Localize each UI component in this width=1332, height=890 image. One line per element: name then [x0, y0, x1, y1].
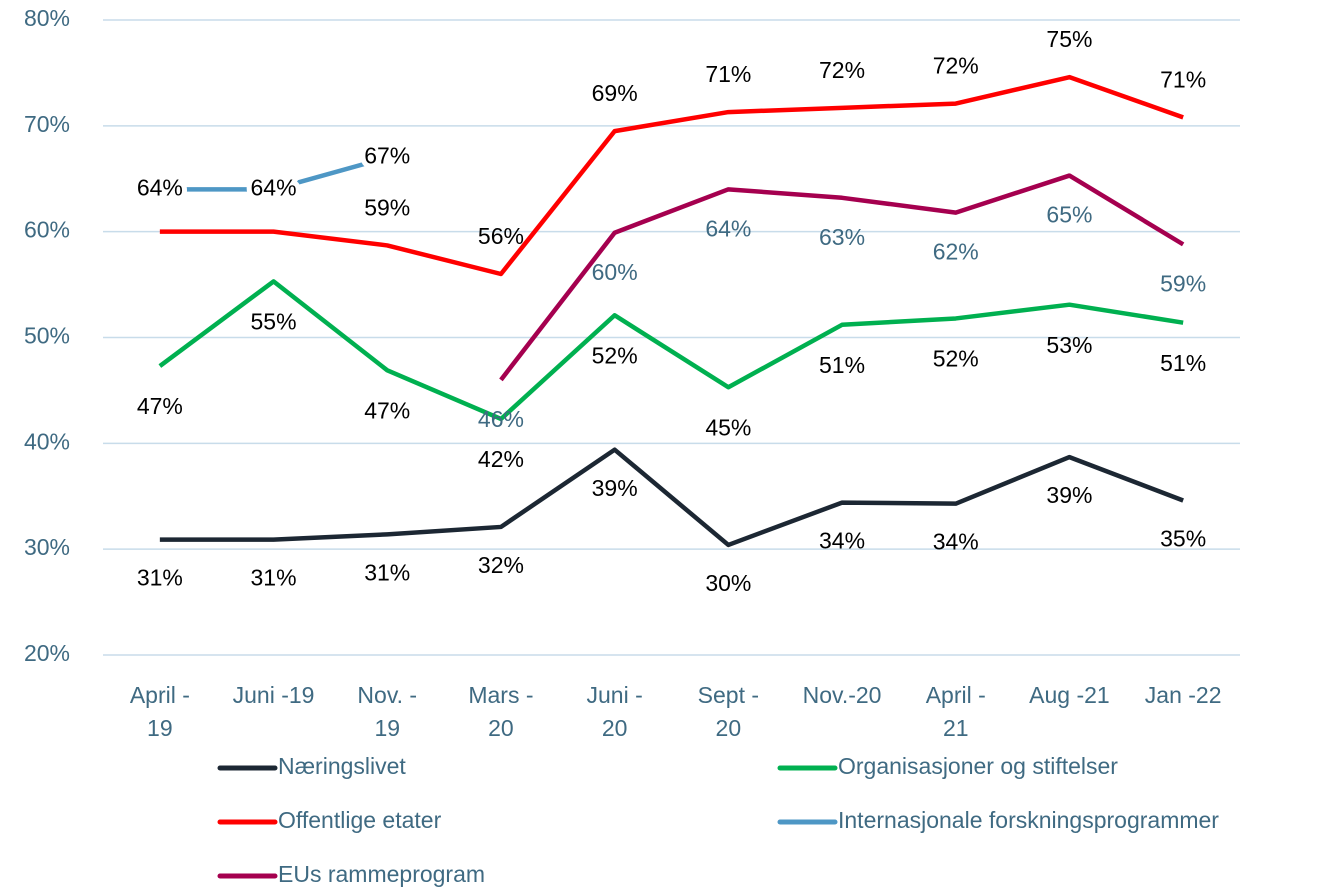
- data-label: 42%: [478, 446, 524, 472]
- data-label: 75%: [1046, 26, 1092, 52]
- data-label: 71%: [705, 61, 751, 87]
- data-label: 64%: [137, 174, 183, 200]
- x-tick-line: Juni -: [587, 682, 643, 708]
- series-line: [159, 74, 1184, 277]
- data-label: 47%: [364, 397, 410, 423]
- data-label: 34%: [819, 528, 865, 554]
- y-tick-label: 60%: [24, 217, 70, 243]
- data-label: 45%: [705, 414, 751, 440]
- legend-label: Organisasjoner og stiftelser: [838, 753, 1118, 779]
- data-label: 72%: [819, 57, 865, 83]
- legend-label: Offentlige etater: [278, 807, 442, 833]
- data-label: 59%: [1160, 270, 1206, 296]
- x-tick-line: Mars -: [468, 682, 533, 708]
- data-label: 52%: [933, 346, 979, 372]
- x-tick-line: 19: [147, 715, 173, 741]
- x-tick-label: Nov.-20: [803, 682, 882, 708]
- x-tick-label: Jan -22: [1145, 682, 1222, 708]
- y-tick-label: 70%: [24, 111, 70, 137]
- x-tick-label: Juni - 20: [587, 682, 643, 741]
- data-label: 69%: [592, 80, 638, 106]
- x-tick-line: 21: [943, 715, 969, 741]
- x-tick-line: April -: [130, 682, 190, 708]
- data-label: 53%: [1046, 332, 1092, 358]
- x-tick-line: Sept -: [698, 682, 759, 708]
- x-tick-line: Nov. -: [357, 682, 417, 708]
- legend-label: EUs rammeprogram: [278, 861, 485, 887]
- data-label: 72%: [933, 53, 979, 79]
- data-label: 63%: [819, 224, 865, 250]
- x-tick-label: Mars - 20: [468, 682, 533, 741]
- data-label: 30%: [705, 570, 751, 596]
- series-line: [158, 279, 1184, 422]
- data-label: 39%: [592, 475, 638, 501]
- data-label: 32%: [478, 552, 524, 578]
- x-tick-label: Juni -19: [233, 682, 315, 708]
- legend-label: Internasjonale forskningsprogrammer: [838, 807, 1219, 833]
- series-line: [499, 173, 1185, 382]
- data-label: 64%: [705, 215, 751, 241]
- data-label: 31%: [137, 565, 183, 591]
- x-tick-line: April -: [926, 682, 986, 708]
- x-tick-label: April - 19: [130, 682, 190, 741]
- data-label: 56%: [478, 223, 524, 249]
- data-label: 46%: [478, 406, 524, 432]
- data-label: 31%: [364, 559, 410, 585]
- x-tick-line: 19: [374, 715, 400, 741]
- y-tick-label: 80%: [24, 5, 70, 31]
- x-tick-label: Sept - 20: [698, 682, 759, 741]
- data-label: 62%: [933, 239, 979, 265]
- x-tick-line: 20: [488, 715, 514, 741]
- data-label: 59%: [364, 195, 410, 221]
- data-label: 55%: [251, 308, 297, 334]
- legend-label: Næringslivet: [278, 753, 406, 779]
- x-tick-label: Nov. - 19: [357, 682, 417, 741]
- data-label: 39%: [1046, 482, 1092, 508]
- data-label: 51%: [1160, 350, 1206, 376]
- x-tick-label: Aug -21: [1029, 682, 1110, 708]
- series-line: [159, 155, 388, 192]
- data-label: 47%: [137, 393, 183, 419]
- data-label: 52%: [592, 342, 638, 368]
- data-label: 65%: [1046, 202, 1092, 228]
- data-label: 64%: [251, 174, 297, 200]
- x-tick-line: 20: [716, 715, 742, 741]
- series-line: [159, 447, 1184, 548]
- x-tick-label: April - 21: [926, 682, 986, 741]
- y-tick-label: 40%: [24, 428, 70, 454]
- x-tick-line: 20: [602, 715, 628, 741]
- data-label: 71%: [1160, 66, 1206, 92]
- data-label: 35%: [1160, 526, 1206, 552]
- data-label: 51%: [819, 352, 865, 378]
- data-label: 34%: [933, 529, 979, 555]
- y-tick-label: 50%: [24, 323, 70, 349]
- data-label: 67%: [364, 143, 410, 169]
- y-tick-label: 30%: [24, 534, 70, 560]
- y-tick-label: 20%: [24, 640, 70, 666]
- data-label: 31%: [251, 565, 297, 591]
- data-label: 60%: [592, 259, 638, 285]
